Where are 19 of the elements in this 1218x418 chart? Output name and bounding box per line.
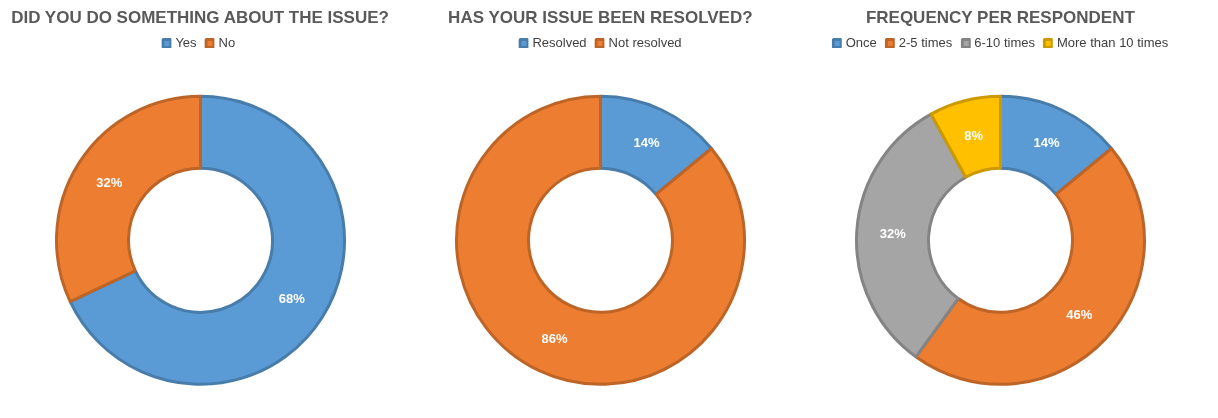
legend-label: Once	[845, 35, 877, 50]
legend-label: Yes	[175, 35, 197, 50]
chart-title: DID YOU DO SOMETHING ABOUT THE ISSUE?	[11, 7, 389, 27]
legend-label: 6-10 times	[974, 35, 1035, 50]
data-label: 32%	[96, 174, 123, 190]
legend-label: 2-5 times	[898, 35, 953, 50]
data-label: 8%	[964, 128, 984, 144]
legend-label: Not resolved	[608, 35, 682, 50]
chart-title: HAS YOUR ISSUE BEEN RESOLVED?	[448, 7, 753, 27]
data-label: 32%	[879, 226, 907, 242]
data-label: 86%	[541, 330, 568, 346]
chart-title: FREQUENCY PER RESPONDENT	[865, 7, 1136, 27]
legend-label: Resolved	[532, 35, 587, 50]
data-label: 46%	[1066, 306, 1093, 322]
data-label: 14%	[1033, 135, 1060, 151]
legend-label: More than 10 times	[1056, 35, 1169, 50]
data-label: 68%	[278, 290, 306, 306]
data-label: 14%	[633, 135, 660, 151]
legend-label: No	[218, 35, 237, 50]
